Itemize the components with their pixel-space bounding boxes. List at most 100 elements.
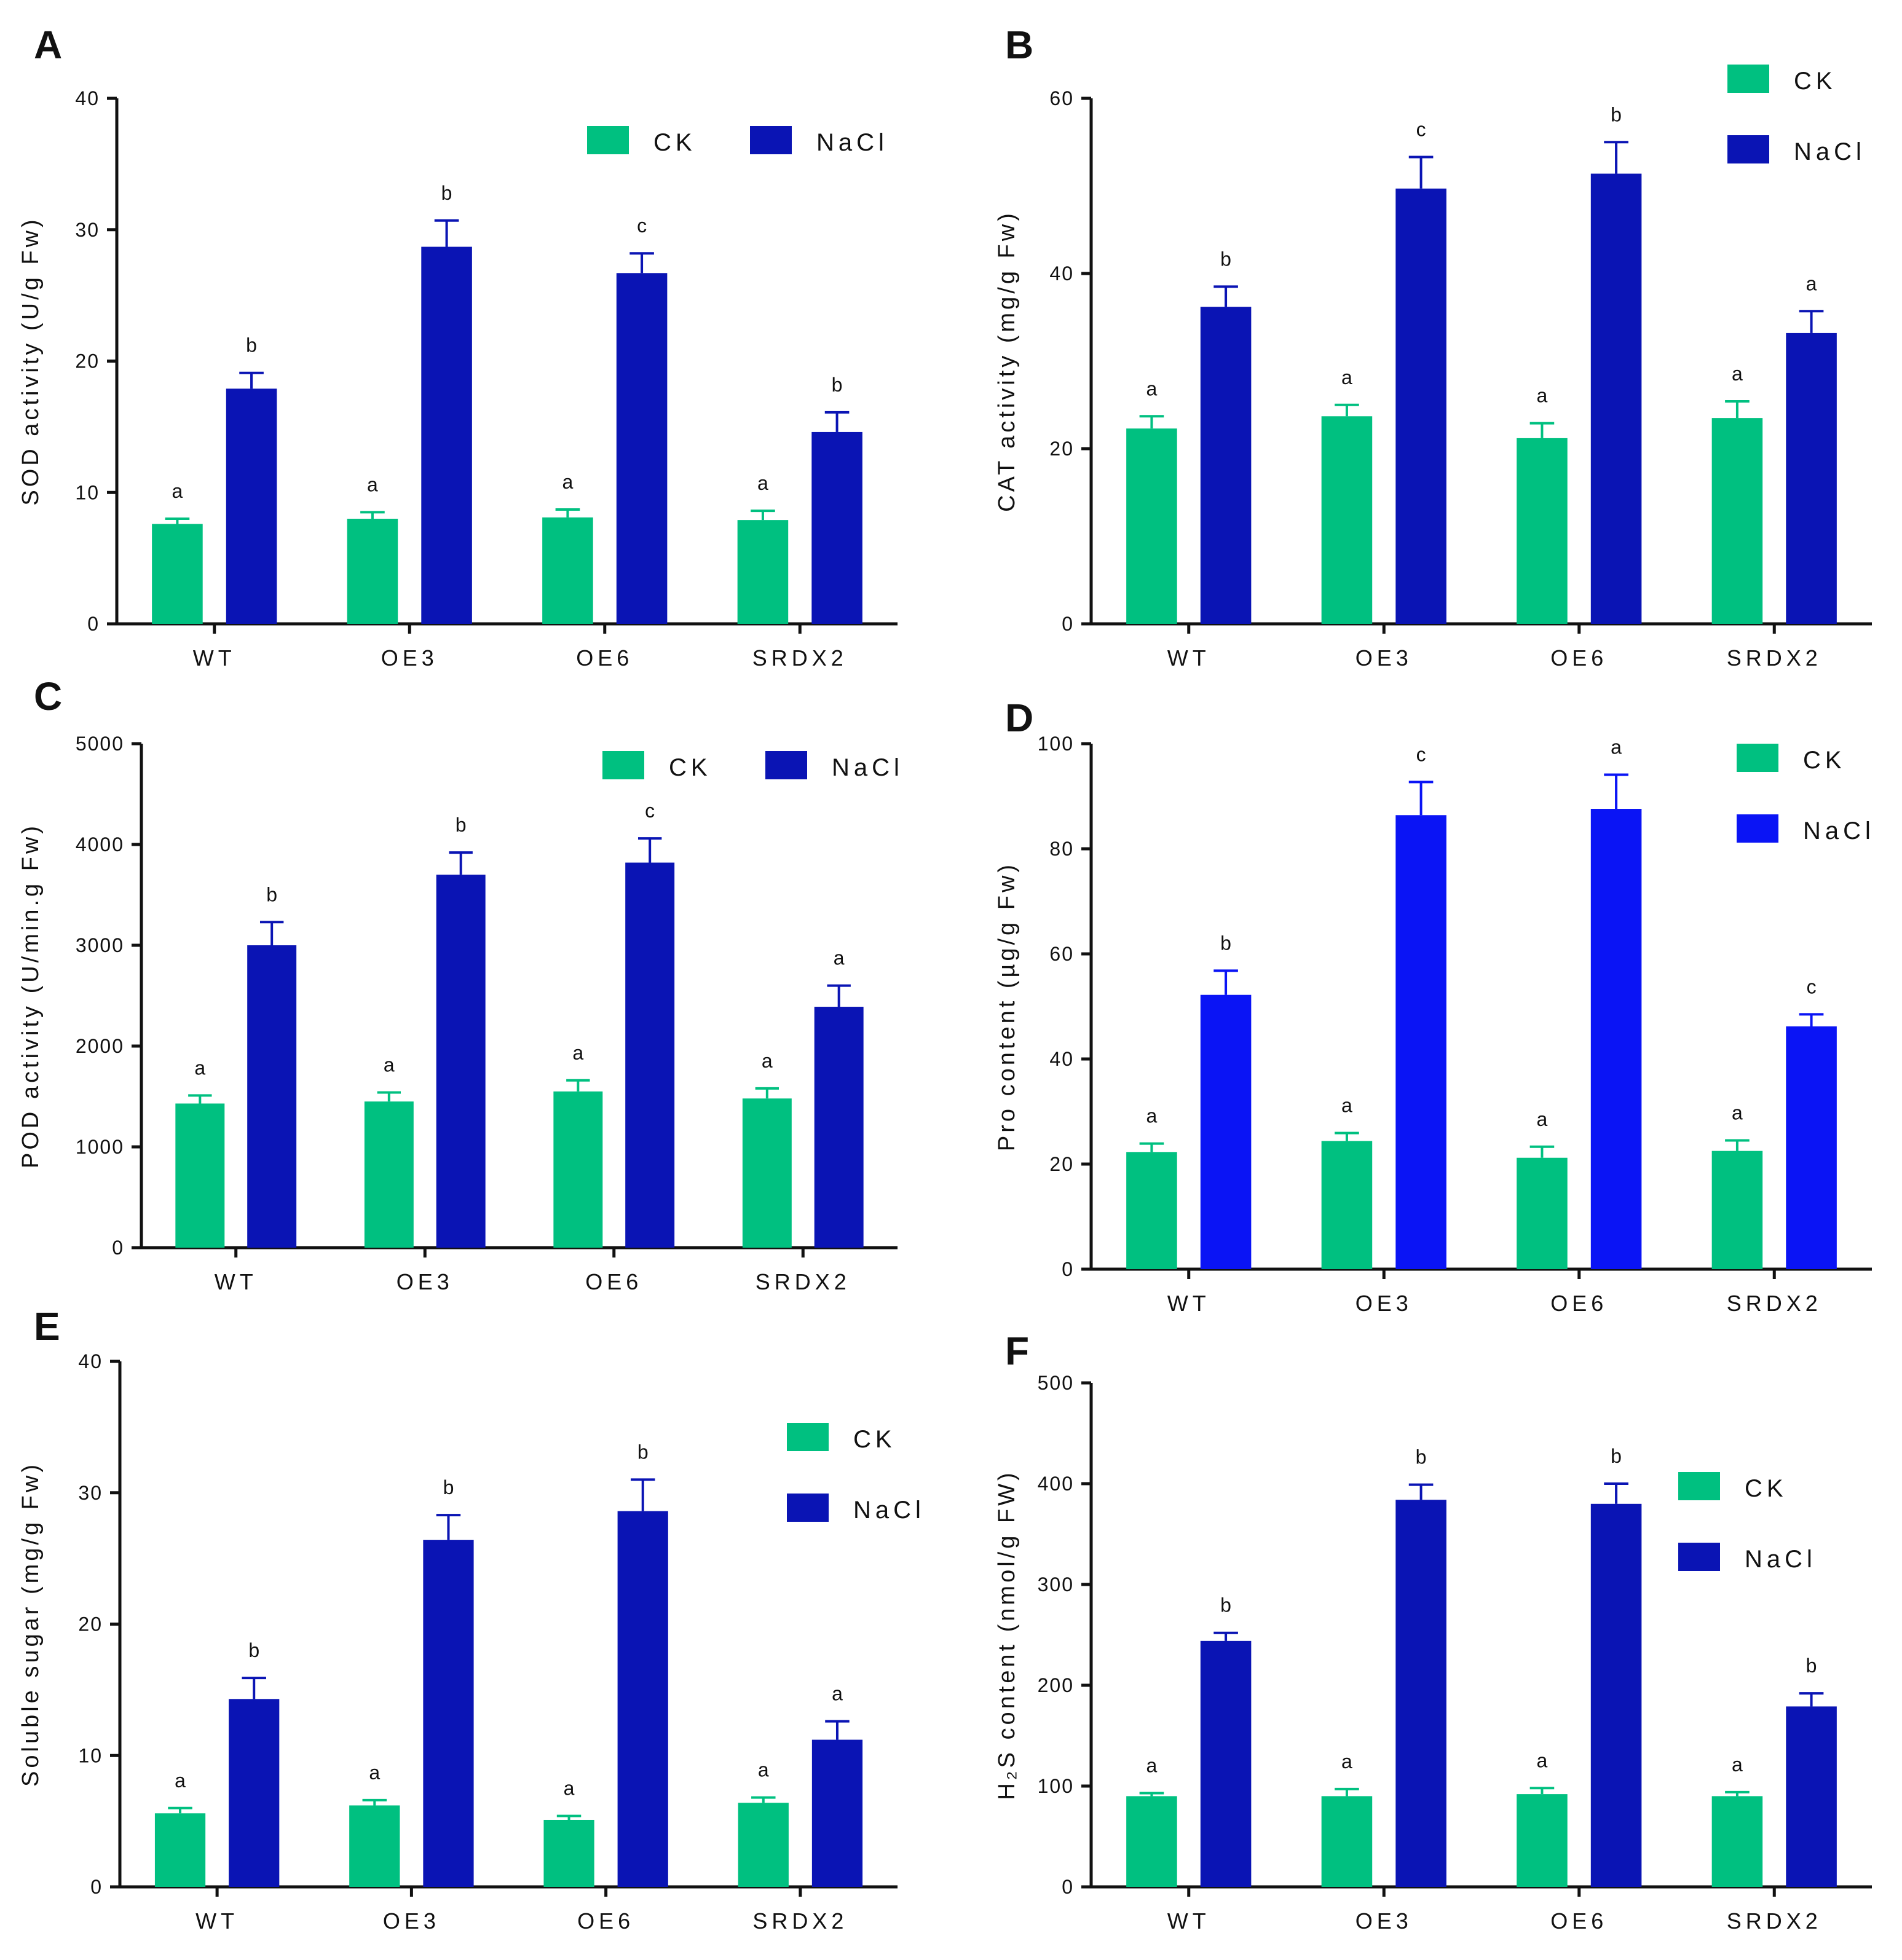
bar-ck-srdx2 — [1711, 1796, 1763, 1887]
significance-label: b — [456, 814, 467, 836]
significance-label: a — [1146, 1105, 1158, 1127]
legend-swatch-nacl — [750, 126, 792, 154]
significance-label: b — [1611, 103, 1622, 125]
bar-nacl-oe6 — [1590, 809, 1642, 1269]
bar-nacl-oe3 — [423, 1540, 474, 1887]
bar-nacl-oe6 — [1590, 173, 1642, 624]
significance-label: b — [1220, 1594, 1231, 1616]
legend-label-ck: CK — [653, 129, 696, 156]
significance-label: b — [832, 374, 843, 396]
significance-label: b — [1611, 1445, 1622, 1467]
bar-nacl-oe3 — [1395, 815, 1446, 1269]
legend-swatch-ck — [1727, 65, 1769, 93]
significance-label: a — [369, 1761, 380, 1784]
y-axis-label: H₂S content (nmol/g FW) — [994, 1470, 1020, 1800]
bar-ck-wt — [152, 524, 203, 624]
significance-label: a — [758, 1759, 769, 1781]
x-tick-label: SRDX2 — [1727, 1291, 1822, 1316]
bar-ck-oe3 — [364, 1101, 414, 1248]
bar-ck-wt — [175, 1103, 225, 1248]
y-tick-label: 100 — [1038, 1775, 1074, 1797]
significance-label: a — [832, 1683, 843, 1705]
y-tick-label: 1000 — [76, 1136, 124, 1158]
x-tick-label: SRDX2 — [756, 1269, 851, 1294]
legend-swatch-ck — [1737, 744, 1778, 772]
bar-ck-oe6 — [1517, 1157, 1568, 1269]
y-tick-label: 30 — [75, 219, 100, 241]
bar-nacl-wt — [1200, 994, 1252, 1269]
y-tick-label: 20 — [1049, 1153, 1074, 1175]
y-tick-label: 40 — [1049, 1048, 1074, 1070]
bar-nacl-wt — [226, 388, 277, 624]
bar-nacl-srdx2 — [1786, 1706, 1837, 1887]
y-tick-label: 30 — [78, 1482, 103, 1504]
panel-a: A 0 10 20 30 40 SOD activity (U/g Fw) WT a b OE3 a b… — [18, 23, 898, 671]
bar-ck-oe6 — [553, 1091, 603, 1248]
significance-label: a — [1341, 1095, 1352, 1117]
y-axis-label: CAT activity (mg/g Fw) — [994, 210, 1020, 512]
bar-nacl-wt — [1200, 307, 1252, 624]
significance-label: c — [637, 214, 647, 237]
bar-nacl-srdx2 — [811, 431, 862, 624]
significance-label: c — [1807, 975, 1817, 998]
x-tick-label: WT — [1167, 1908, 1210, 1934]
y-tick-label: 4000 — [76, 833, 124, 856]
legend-label-ck: CK — [669, 754, 712, 781]
legend-swatch-nacl — [1678, 1543, 1720, 1571]
significance-label: b — [441, 182, 452, 204]
bar-ck-oe6 — [543, 1819, 594, 1887]
panel-f: F 0 100 200 300 400 500 H₂S content (nmol/g FW)… — [994, 1329, 1872, 1934]
bar-nacl-wt — [1200, 1640, 1252, 1887]
x-tick-label: SRDX2 — [1727, 645, 1822, 671]
x-tick-label: OE6 — [576, 645, 633, 671]
significance-label: b — [1220, 248, 1231, 270]
legend-label-ck: CK — [853, 1426, 896, 1453]
panel-label: F — [1005, 1329, 1029, 1373]
y-tick-label: 40 — [75, 87, 100, 109]
panel-c: C 0 1000 2000 3000 4000 5000 POD activity (U/mi… — [18, 674, 899, 1294]
bar-nacl-oe3 — [1395, 188, 1446, 624]
significance-label: a — [1341, 1750, 1352, 1773]
bar-ck-wt — [154, 1813, 206, 1887]
bar-ck-oe3 — [349, 1805, 400, 1887]
significance-label: b — [1806, 1655, 1817, 1677]
x-tick-label: OE3 — [381, 645, 438, 671]
significance-label: c — [1416, 118, 1426, 140]
x-tick-label: WT — [1167, 1291, 1210, 1316]
y-tick-label: 2000 — [76, 1035, 124, 1057]
significance-label: c — [1416, 743, 1426, 765]
significance-label: a — [562, 471, 574, 493]
significance-label: a — [175, 1769, 186, 1792]
bar-ck-oe3 — [1321, 1141, 1373, 1269]
y-tick-label: 0 — [1062, 613, 1074, 635]
x-tick-label: WT — [195, 1908, 239, 1934]
legend-swatch-ck — [587, 126, 629, 154]
x-tick-label: OE3 — [1355, 1291, 1413, 1316]
significance-label: a — [564, 1777, 575, 1800]
legend-swatch-ck — [602, 751, 644, 779]
y-axis-label: Soluble sugar (mg/g Fw) — [18, 1462, 44, 1787]
y-tick-label: 500 — [1038, 1372, 1074, 1394]
significance-label: a — [1341, 366, 1352, 388]
y-tick-label: 200 — [1038, 1674, 1074, 1696]
y-tick-label: 80 — [1049, 838, 1074, 860]
x-tick-label: OE6 — [1550, 645, 1608, 671]
bar-nacl-oe3 — [436, 875, 486, 1248]
bar-ck-wt — [1126, 1796, 1177, 1887]
x-tick-label: SRDX2 — [1727, 1908, 1822, 1934]
y-tick-label: 100 — [1038, 733, 1074, 755]
panel-e: E 0 10 20 30 40 Soluble sugar (mg/g Fw) WT a b OE3… — [18, 1304, 921, 1934]
bar-nacl-oe6 — [617, 1511, 668, 1887]
significance-label: a — [572, 1042, 583, 1064]
x-tick-label: OE6 — [585, 1269, 642, 1294]
bar-nacl-wt — [229, 1699, 280, 1887]
legend-swatch-ck — [787, 1423, 829, 1451]
y-tick-label: 40 — [1049, 262, 1074, 285]
legend-swatch-nacl — [765, 751, 807, 779]
y-axis-label: SOD activity (U/g Fw) — [18, 216, 44, 505]
bar-ck-srdx2 — [737, 520, 789, 624]
bar-ck-oe6 — [1517, 1794, 1568, 1887]
significance-label: a — [757, 472, 768, 494]
significance-label: a — [1537, 385, 1548, 407]
x-tick-label: WT — [193, 645, 236, 671]
